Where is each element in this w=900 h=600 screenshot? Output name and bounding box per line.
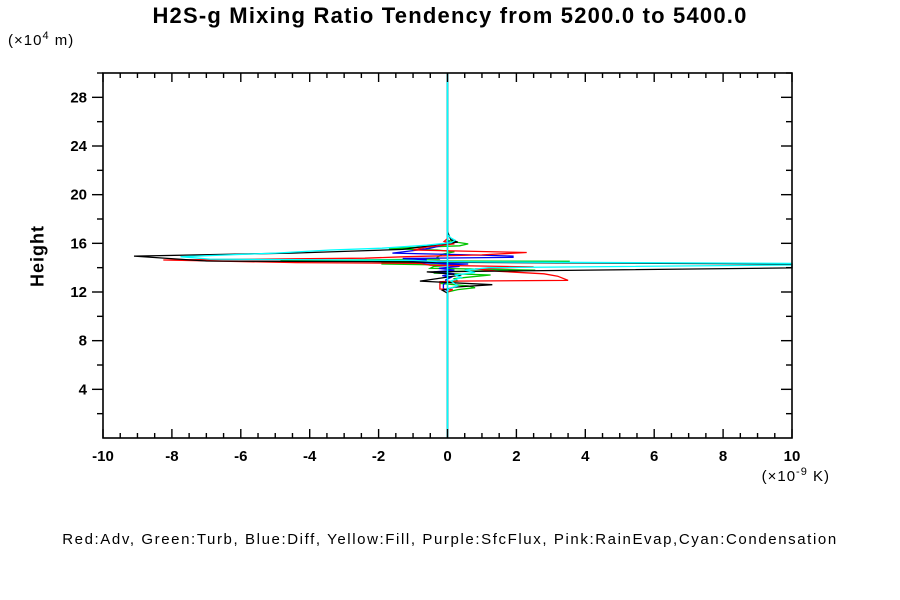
axis-ticks	[92, 72, 793, 438]
y-tick-label: 8	[79, 333, 87, 350]
x-tick-label: 6	[650, 448, 658, 465]
x-tick-label: -8	[165, 448, 178, 465]
x-tick-label: 0	[443, 448, 451, 465]
legend-text: Red:Adv, Green:Turb, Blue:Diff, Yellow:F…	[62, 531, 838, 548]
y-tick-label: 20	[70, 187, 87, 204]
y-tick-label: 28	[70, 89, 87, 106]
x-tick-label: 2	[512, 448, 520, 465]
series-group	[133, 73, 793, 438]
y-axis-unit-label: (×104 m)	[8, 30, 75, 49]
y-tick-label: 24	[70, 138, 87, 155]
x-tick-label: -6	[234, 448, 247, 465]
y-tick-label: 4	[79, 381, 88, 398]
y-tick-label: 12	[70, 284, 87, 301]
x-tick-label: 8	[719, 448, 727, 465]
series-turb	[280, 73, 570, 438]
series-black	[133, 73, 793, 438]
y-tick-label: 16	[70, 235, 87, 252]
x-tick-label: -2	[372, 448, 385, 465]
x-tick-label: 10	[784, 448, 801, 465]
x-tick-label: -4	[303, 448, 317, 465]
x-axis-unit-label: (×10-9 K)	[761, 466, 830, 485]
x-tick-label: 4	[581, 448, 590, 465]
chart-title: H2S-g Mixing Ratio Tendency from 5200.0 …	[152, 3, 748, 28]
x-tick-label: -10	[92, 448, 114, 465]
